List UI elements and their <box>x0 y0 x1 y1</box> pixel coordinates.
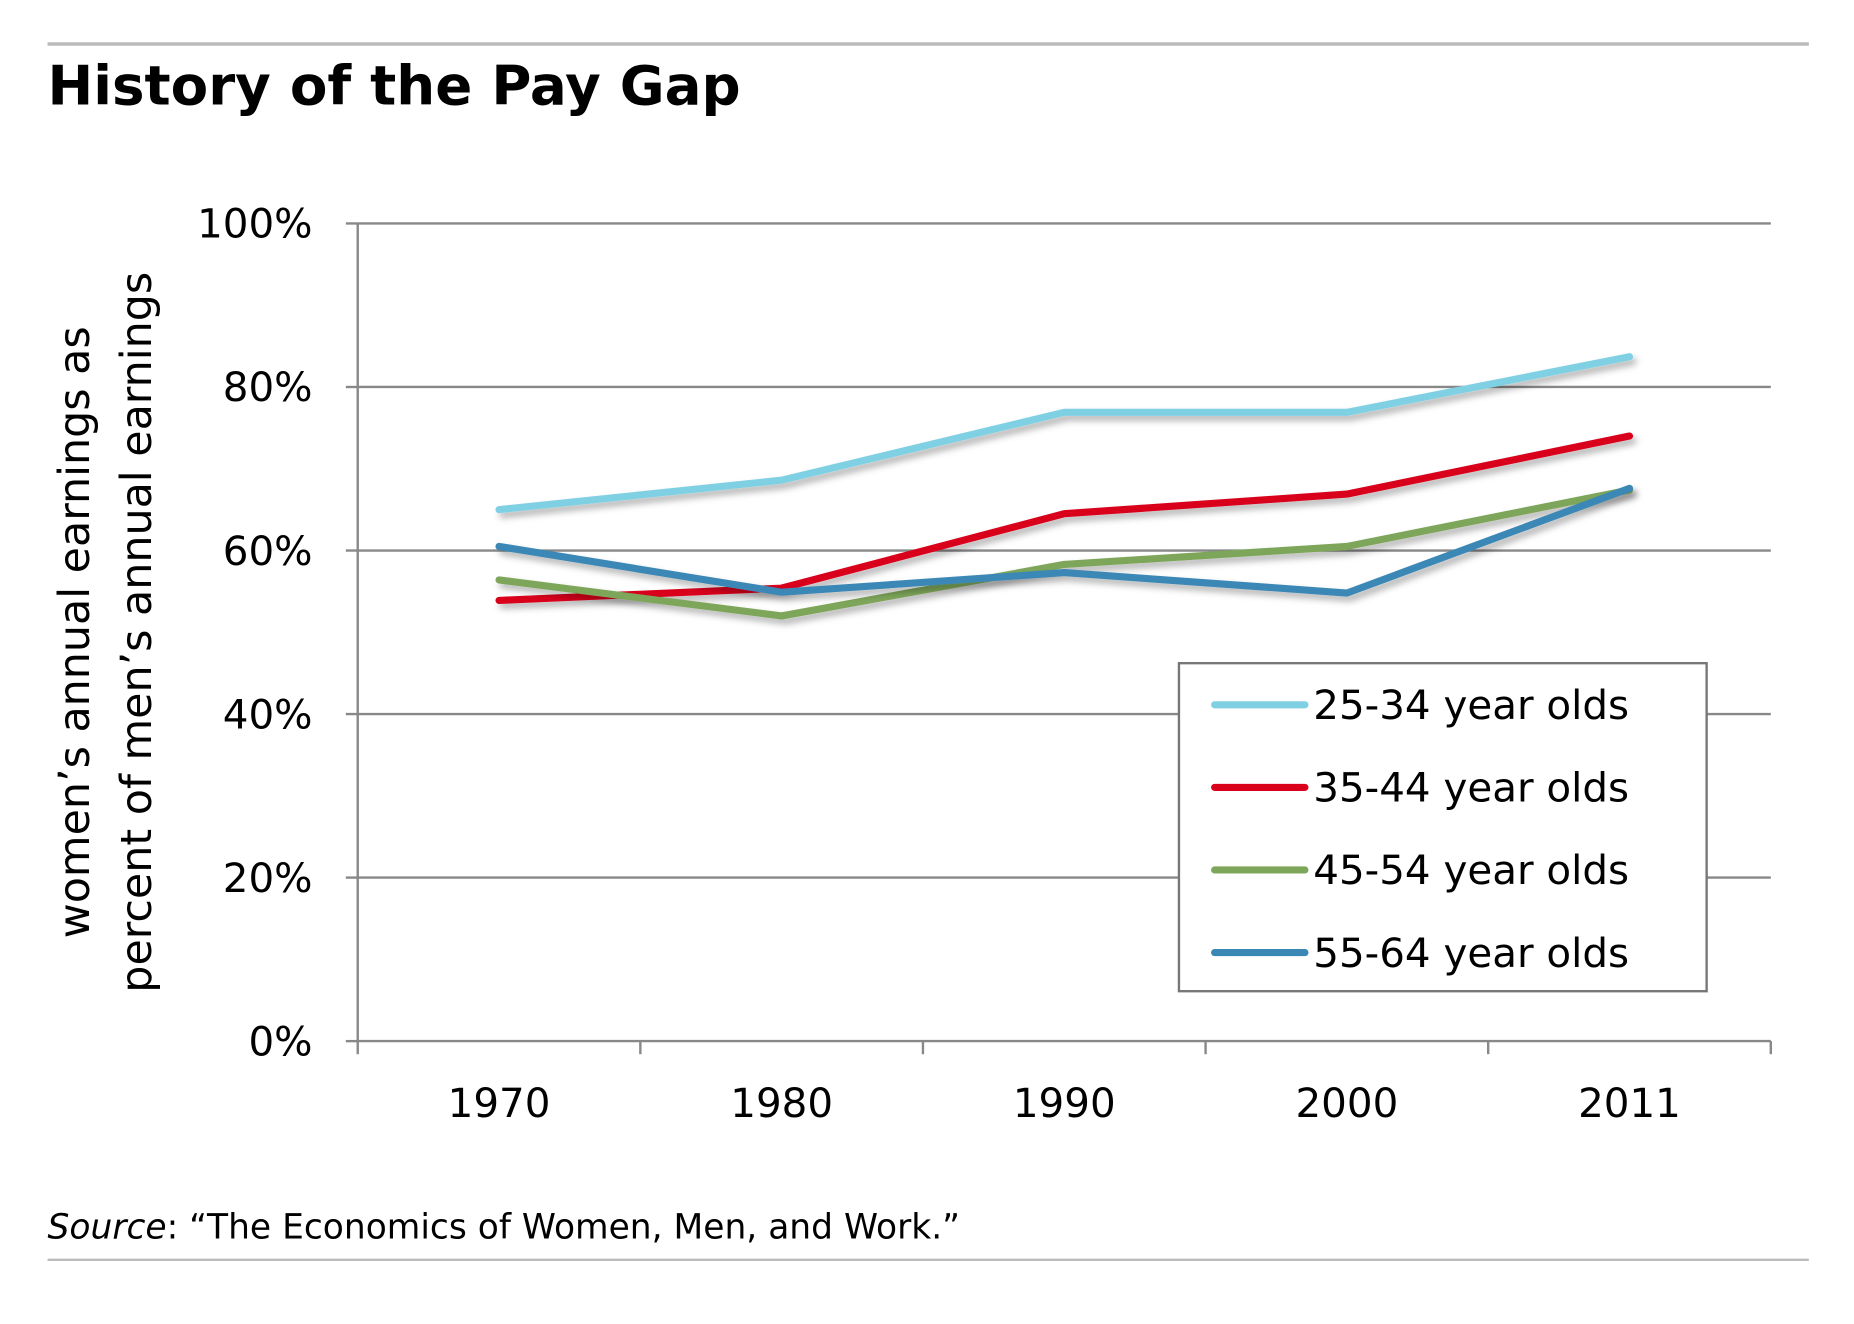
x-tick-label: 1970 <box>448 1079 551 1127</box>
legend-box <box>1177 662 1708 993</box>
y-tick-label: 80% <box>223 363 313 411</box>
y-tick-label: 20% <box>223 854 313 902</box>
legend: 25-34 year olds 35-44 year olds 45-54 year… <box>1177 662 1708 993</box>
y-tick-label: 0% <box>248 1017 312 1065</box>
x-tick-label: 1980 <box>730 1079 833 1127</box>
y-tick-label: 100% <box>197 200 312 248</box>
legend-label: 35-44 year olds <box>1313 764 1629 812</box>
y-axis-label-line2: percent of men’s annual earnings <box>112 272 162 993</box>
source-note: Source: “The Economics of Women, Men, an… <box>48 1207 960 1247</box>
series-line-55-64 <box>495 484 1634 597</box>
x-tick-label: 1990 <box>1013 1079 1116 1127</box>
legend-label: 25-34 year olds <box>1313 681 1629 729</box>
legend-label: 45-54 year olds <box>1313 846 1629 894</box>
chart-title: History of the Pay Gap <box>48 54 741 118</box>
y-tick-label: 40% <box>223 690 313 738</box>
y-axis-label-line1: women’s annual earnings as <box>50 326 100 938</box>
legend-label: 55-64 year olds <box>1313 929 1629 977</box>
x-tick-label: 2011 <box>1578 1079 1681 1127</box>
source-text: : “The Economics of Women, Men, and Work… <box>167 1207 960 1247</box>
x-tick-label: 2000 <box>1295 1079 1398 1127</box>
source-label: Source <box>48 1207 167 1247</box>
series-line-25-34 <box>495 353 1634 514</box>
y-tick-label: 60% <box>223 527 313 575</box>
